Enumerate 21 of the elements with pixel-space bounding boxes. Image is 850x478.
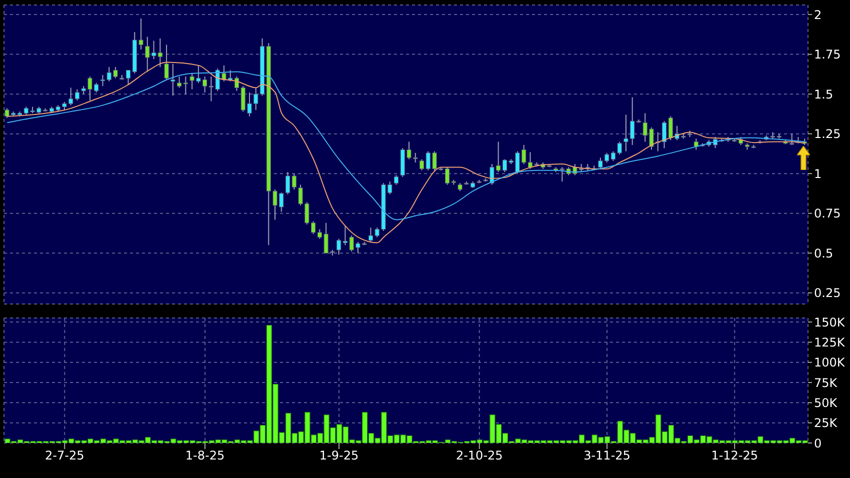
y-tick-label: 1.75	[814, 48, 841, 62]
y-tick-label: 75K	[814, 376, 838, 390]
y-tick-label: 150K	[814, 315, 846, 330]
y-tick-label: 100K	[814, 356, 846, 370]
y-tick-label: 1.25	[814, 127, 841, 142]
x-tick-label: 1-8-25	[185, 448, 225, 463]
y-tick-label: 0	[814, 436, 822, 450]
y-tick-label: 25K	[814, 416, 838, 430]
x-tick-label: 1-12-25	[711, 448, 758, 463]
y-tick-label: 50K	[814, 396, 838, 410]
x-tick-label: 3-11-25	[584, 448, 630, 463]
y-tick-label: 1.5	[814, 87, 834, 102]
y-tick-label: 0.25	[814, 286, 841, 300]
y-tick-label: 1	[814, 166, 822, 181]
y-tick-label: 0.75	[814, 206, 841, 221]
y-tick-label: 125K	[814, 335, 846, 350]
x-tick-label: 2-10-25	[456, 448, 503, 463]
y-tick-label: 2	[814, 8, 822, 22]
x-tick-label: 1-9-25	[319, 448, 359, 463]
x-tick-label: 2-7-25	[45, 448, 84, 463]
y-tick-label: 0.5	[814, 246, 834, 260]
